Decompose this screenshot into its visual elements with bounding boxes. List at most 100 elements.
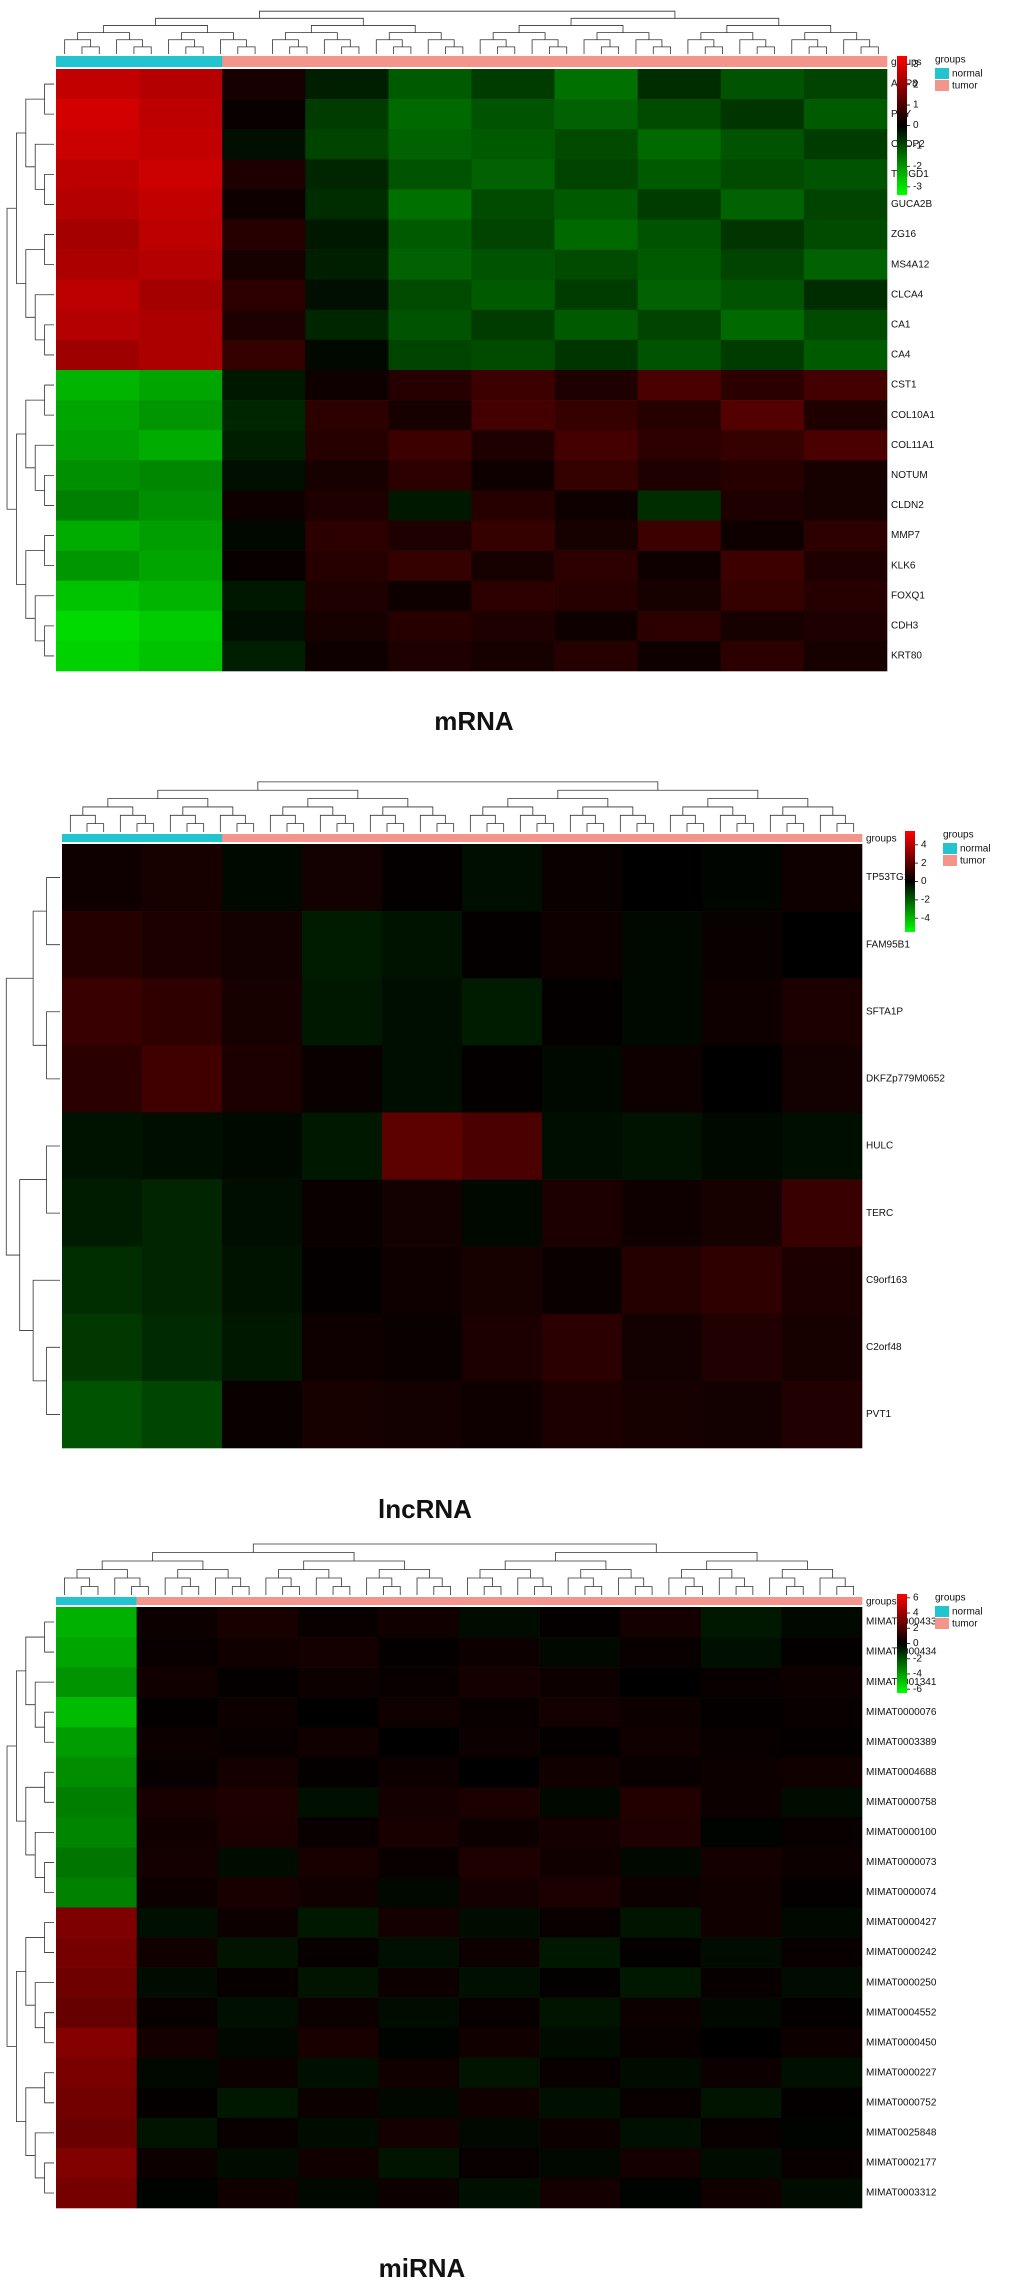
heatmap-cell (781, 1757, 863, 1788)
heatmap-cell (620, 1787, 702, 1818)
heatmap-cell (782, 1246, 863, 1315)
heatmap-cell (217, 2027, 299, 2059)
heatmap-cell (378, 2027, 460, 2059)
heatmap-cell (56, 1757, 137, 1788)
dendrogram-branch (497, 46, 516, 54)
heatmap-cell (637, 550, 722, 581)
heatmap-cell (217, 1847, 299, 1878)
dendrogram-branch (181, 32, 234, 40)
heatmap-cell (702, 1380, 783, 1449)
colorbar-tick-label: -6 (913, 1684, 922, 1695)
heatmap-cell (139, 249, 223, 280)
dendrogram-branch (284, 32, 338, 40)
heatmap-cell (142, 1380, 223, 1449)
colorbar-tick-label: 2 (921, 858, 927, 869)
dendrogram-branch (44, 1621, 54, 1653)
heatmap-cell (554, 400, 638, 431)
group-annotation (471, 56, 555, 67)
heatmap-cell (637, 610, 722, 642)
heatmap-cell (720, 159, 805, 190)
heatmap-cell (305, 69, 389, 100)
heatmap-cell (388, 129, 472, 160)
heatmap-cell (136, 1967, 218, 1998)
heatmap-cell (142, 844, 223, 912)
dendrogram-branch (704, 46, 723, 54)
heatmap-cell (56, 610, 140, 642)
legend-swatch (943, 843, 957, 854)
dendrogram-branch (44, 2162, 54, 2194)
heatmap-cell (554, 159, 638, 190)
heatmap-cell (620, 1607, 702, 1638)
legend-title: groups (935, 55, 966, 66)
heatmap-cell (554, 580, 638, 612)
group-annotation (554, 56, 638, 67)
heatmap-cell (139, 490, 223, 521)
heatmap-cell (136, 1817, 218, 1848)
heatmap-cell (217, 2117, 299, 2149)
dendrogram-branch (46, 1011, 60, 1080)
heatmap-cell (539, 2147, 621, 2179)
colorbar-tick-label: 0 (913, 1638, 919, 1649)
heatmap-cell (378, 2147, 460, 2179)
heatmap-cell (56, 159, 140, 190)
heatmap-cell (305, 99, 389, 130)
heatmap-cell (378, 2177, 460, 2209)
row-label: KRT80 (891, 651, 922, 662)
heatmap-cell (803, 640, 888, 672)
group-annotation (781, 1597, 863, 1605)
heatmap-cell (782, 1313, 863, 1382)
heatmap-cell (139, 99, 223, 130)
heatmap-cell (702, 1179, 783, 1247)
heatmap-cell (781, 1607, 863, 1638)
heatmap-cell (539, 2177, 621, 2209)
heatmap-cell (542, 1045, 623, 1113)
dendrogram-branch (427, 39, 455, 54)
row-label: MIMAT0000100 (866, 1827, 937, 1838)
heatmap-cell (471, 159, 555, 190)
dendrogram-branch (46, 1145, 60, 1214)
dendrogram-branch (252, 1543, 657, 1553)
group-annotation (297, 1597, 379, 1605)
dendrogram-branch (584, 1586, 603, 1595)
heatmap-cell (554, 430, 638, 461)
dendrogram-branch (16, 1970, 26, 2123)
heatmap-cell (139, 159, 223, 190)
heatmap-cell (700, 2117, 782, 2149)
heatmap-cell (620, 1937, 702, 1968)
heatmap-cell (471, 219, 555, 250)
group-annotation (56, 1597, 137, 1605)
heatmap-cell (142, 1246, 223, 1315)
heatmap-cell (56, 1937, 137, 1968)
heatmap-cell (56, 279, 140, 311)
heatmap-cell (781, 2057, 863, 2089)
heatmap-cell (222, 978, 303, 1046)
heatmap-cell (378, 2117, 460, 2149)
row-label: FAM95B1 (866, 939, 910, 950)
dendrogram-branch (6, 207, 17, 510)
colorbar-tick-label: 2 (913, 79, 919, 90)
heatmap-cell (539, 1817, 621, 1848)
legend-swatch (935, 1606, 949, 1617)
group-annotation (142, 834, 223, 842)
heatmap-cell (222, 460, 306, 491)
heatmap-cell (539, 1877, 621, 1908)
heatmap-cell (56, 490, 140, 521)
dendrogram-branch (386, 823, 405, 832)
dendrogram-branch (5, 977, 34, 1256)
dendrogram-branch (282, 806, 334, 816)
heatmap-cell (803, 159, 888, 190)
row-label: COL11A1 (891, 440, 935, 451)
heatmap-cell (382, 1112, 463, 1180)
group-annotation (702, 834, 783, 842)
heatmap-cell (56, 249, 140, 280)
heatmap-cell (305, 370, 389, 401)
heatmap-cell (222, 490, 306, 521)
heatmap-cell (217, 1937, 299, 1968)
dendrogram-branch (257, 781, 659, 791)
group-annotation (139, 56, 223, 67)
dendrogram-branch (237, 46, 256, 54)
dendrogram-branch (600, 46, 620, 54)
heatmap-cell (720, 370, 805, 401)
colorbar-tick-label: 1 (913, 100, 919, 111)
row-label: GUCA2B (891, 199, 932, 210)
